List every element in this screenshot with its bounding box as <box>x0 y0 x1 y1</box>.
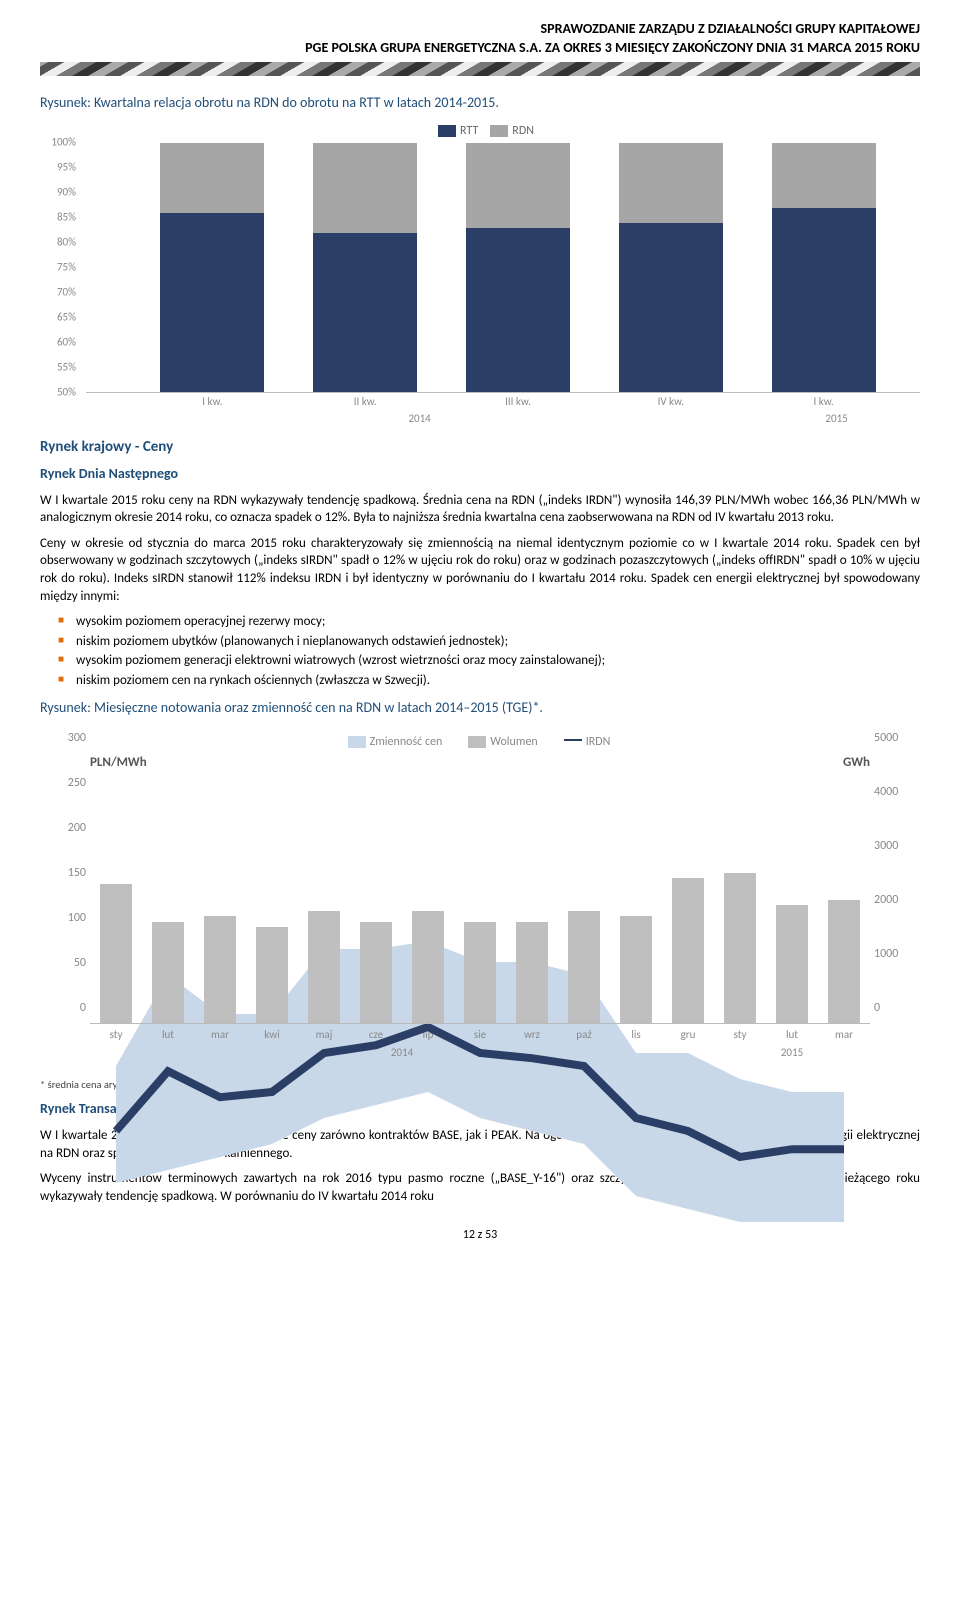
y-tick-right: 3000 <box>874 838 920 854</box>
bar-segment-rtt <box>466 228 570 392</box>
bar-segment-rtt <box>619 223 723 392</box>
bar-segment-rtt <box>160 213 264 392</box>
y-tick-label: 50% <box>57 385 76 400</box>
legend-label: Zmienność cen <box>370 735 443 749</box>
y-tick-right: 2000 <box>874 892 920 908</box>
y-tick-left: 100 <box>42 910 86 926</box>
figure1-caption: Rysunek: Kwartalna relacja obrotu na RDN… <box>40 94 920 113</box>
header-line1: SPRAWOZDANIE ZARZĄDU Z DZIAŁALNOŚCI GRUP… <box>40 20 920 39</box>
y-tick-right: 4000 <box>874 784 920 800</box>
paragraph-2: Ceny w okresie od stycznia do marca 2015… <box>40 535 920 605</box>
y-tick-label: 65% <box>57 310 76 325</box>
legend-label: RTT <box>460 124 478 138</box>
year-label: 2014 <box>86 392 753 427</box>
bar-group: IV kw. <box>594 143 747 392</box>
legend-label: RDN <box>512 124 534 138</box>
y-tick-left: 200 <box>42 820 86 836</box>
y-tick-label: 100% <box>51 135 76 150</box>
header-line2: PGE POLSKA GRUPA ENERGETYCZNA S.A. ZA OK… <box>40 39 920 58</box>
y-tick-label: 85% <box>57 210 76 225</box>
legend-swatch <box>348 736 366 748</box>
y-tick-label: 95% <box>57 160 76 175</box>
y-tick-right: 0 <box>874 1000 920 1016</box>
bar-segment-rdn <box>772 143 876 208</box>
bar-segment-rdn <box>313 143 417 233</box>
bullet-list: wysokim poziomem operacyjnej rezerwy moc… <box>40 613 920 689</box>
bar-segment-rdn <box>619 143 723 223</box>
legend-swatch <box>564 739 582 741</box>
legend-label: Wolumen <box>490 735 537 749</box>
y-tick-label: 55% <box>57 360 76 375</box>
bar-group: I kw. <box>136 143 289 392</box>
list-item: niskim poziomem cen na rynkach ościennyc… <box>58 672 920 690</box>
y-tick-left: 0 <box>42 1000 86 1016</box>
year-label: 2014 <box>90 1024 714 1061</box>
year-label: 2015 <box>753 392 920 427</box>
legend-swatch <box>468 736 486 748</box>
decorative-bar <box>40 62 920 76</box>
y-tick-label: 80% <box>57 235 76 250</box>
paragraph-1: W I kwartale 2015 roku ceny na RDN wykaz… <box>40 492 920 527</box>
y-tick-left: 300 <box>42 730 86 746</box>
figure2-caption: Rysunek: Miesięczne notowania oraz zmien… <box>40 699 920 718</box>
y-tick-label: 60% <box>57 335 76 350</box>
report-header: SPRAWOZDANIE ZARZĄDU Z DZIAŁALNOŚCI GRUP… <box>40 20 920 58</box>
year-label: 2015 <box>714 1024 870 1061</box>
y-tick-left: 250 <box>42 775 86 791</box>
y-tick-left: 150 <box>42 865 86 881</box>
y-tick-right: 1000 <box>874 946 920 962</box>
bar-segment-rdn <box>160 143 264 213</box>
bar-group: II kw. <box>289 143 442 392</box>
y-tick-label: 70% <box>57 285 76 300</box>
y-tick-left: 50 <box>42 955 86 971</box>
list-item: wysokim poziomem operacyjnej rezerwy moc… <box>58 613 920 631</box>
legend-swatch <box>490 125 508 137</box>
section-rynek-krajowy: Rynek krajowy - Ceny <box>40 437 920 457</box>
chart1-legend: RTT RDN <box>40 123 920 139</box>
bar-segment-rtt <box>313 233 417 392</box>
y-tick-label: 75% <box>57 260 76 275</box>
legend-swatch <box>438 125 456 137</box>
bar-segment-rtt <box>772 208 876 392</box>
list-item: wysokim poziomem generacji elektrowni wi… <box>58 652 920 670</box>
y-tick-right: 5000 <box>874 730 920 746</box>
legend-label: IRDN <box>586 735 611 749</box>
bar-group: III kw. <box>442 143 595 392</box>
y-tick-label: 90% <box>57 185 76 200</box>
bar-group: I kw. <box>747 143 900 392</box>
bar-segment-rdn <box>466 143 570 228</box>
section-rdn: Rynek Dnia Następnego <box>40 465 920 484</box>
chart2-legend: Zmienność cen Wolumen IRDN <box>40 734 920 750</box>
chart1-quarterly-ratio: RTT RDN 100% 95% 90% 85% 80% 75% 70% 65% 60% 55% 50… <box>40 123 920 423</box>
list-item: niskim poziomem ubytków (planowanych i n… <box>58 633 920 651</box>
chart2-monthly-rdn: Zmienność cenWolumenIRDN PLN/MWh GWh sty… <box>40 734 920 1074</box>
